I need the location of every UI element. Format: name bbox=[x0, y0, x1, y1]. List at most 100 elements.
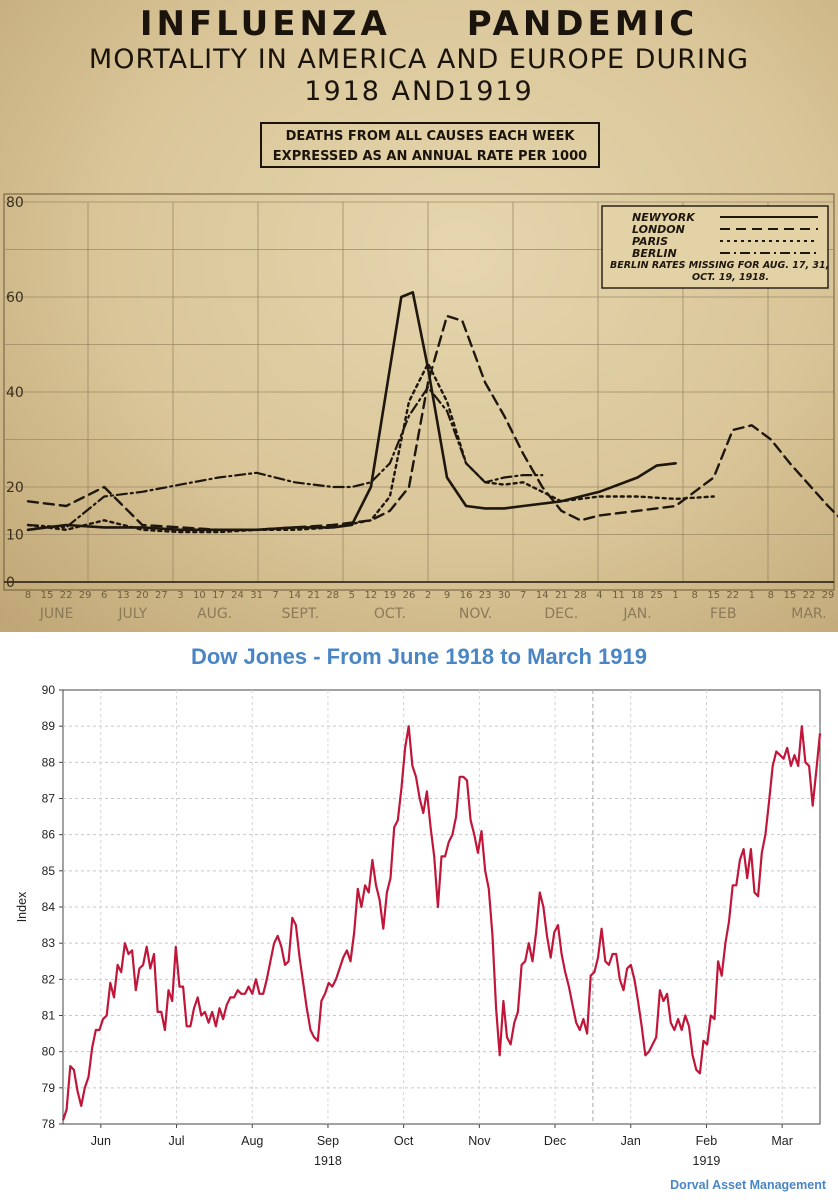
historical-mortality-chart-panel: INFLUENZA PANDEMIC MORTALITY IN AMERICA … bbox=[0, 0, 838, 632]
week-tick-label: 14 bbox=[536, 590, 549, 601]
top-title-line3: 1918 AND1919 bbox=[304, 76, 534, 107]
y-tick-label: 86 bbox=[42, 828, 56, 842]
month-label: JUNE bbox=[39, 606, 74, 622]
week-tick-label: 3 bbox=[177, 590, 183, 601]
year-label: 1919 bbox=[693, 1154, 721, 1168]
week-tick-label: 21 bbox=[555, 590, 568, 601]
week-tick-label: 27 bbox=[155, 590, 168, 601]
y-tick-label: 80 bbox=[6, 195, 24, 211]
week-tick-label: 20 bbox=[136, 590, 149, 601]
week-tick-label: 17 bbox=[212, 590, 225, 601]
series-line-london bbox=[26, 314, 838, 531]
week-tick-label: 24 bbox=[231, 590, 244, 601]
week-tick-label: 31 bbox=[250, 590, 263, 601]
y-tick-label: 85 bbox=[42, 864, 56, 878]
week-tick-label: 13 bbox=[117, 590, 130, 601]
week-tick-label: 8 bbox=[25, 590, 31, 601]
week-tick-label: 15 bbox=[707, 590, 720, 601]
month-label: SEPT. bbox=[282, 606, 320, 622]
dow-index-line bbox=[61, 725, 822, 1121]
y-tick-label: 79 bbox=[42, 1081, 56, 1095]
x-tick-label: Feb bbox=[696, 1134, 718, 1148]
week-tick-label: 18 bbox=[631, 590, 644, 601]
month-label: FEB bbox=[710, 606, 737, 622]
week-tick-label: 4 bbox=[596, 590, 602, 601]
x-tick-label: Oct bbox=[394, 1134, 414, 1148]
week-tick-label: 6 bbox=[101, 590, 107, 601]
source-credit: Dorval Asset Management bbox=[670, 1178, 826, 1192]
series-line-berlin bbox=[26, 386, 544, 529]
week-tick-label: 22 bbox=[726, 590, 739, 601]
week-tick-label: 25 bbox=[650, 590, 663, 601]
y-tick-label: 60 bbox=[6, 290, 24, 306]
y-tick-label: 20 bbox=[6, 480, 24, 496]
y-tick-label: 10 bbox=[6, 528, 24, 544]
y-tick-label: 81 bbox=[42, 1009, 56, 1023]
week-tick-label: 15 bbox=[784, 590, 797, 601]
week-tick-label: 11 bbox=[612, 590, 625, 601]
week-tick-label: 14 bbox=[288, 590, 301, 601]
month-label: JULY bbox=[117, 606, 147, 622]
dow-jones-line-chart: 78 79 80 81 82 83 84 85 86 87 88 89 90 Jun Jul Aug Sep Oc… bbox=[15, 683, 822, 1168]
month-label: DEC. bbox=[544, 606, 578, 622]
y-tick-label: 0 bbox=[6, 575, 15, 591]
week-tick-label: 12 bbox=[364, 590, 377, 601]
week-tick-label: 1 bbox=[749, 590, 755, 601]
week-tick-label: 22 bbox=[803, 590, 816, 601]
rate-note-box: DEATHS FROM ALL CAUSES EACH WEEK EXPRESS… bbox=[260, 122, 600, 168]
week-tick-label: 22 bbox=[60, 590, 73, 601]
week-tick-label: 7 bbox=[520, 590, 526, 601]
x-tick-label: Mar bbox=[771, 1134, 793, 1148]
week-tick-label: 5 bbox=[349, 590, 355, 601]
legend-label: PARIS bbox=[632, 235, 668, 248]
week-tick-label: 8 bbox=[768, 590, 774, 601]
week-tick-label: 23 bbox=[479, 590, 492, 601]
legend-label: NEWYORK bbox=[632, 211, 696, 224]
y-tick-label: 40 bbox=[6, 385, 24, 401]
y-tick-label: 78 bbox=[42, 1117, 56, 1131]
week-tick-label: 10 bbox=[193, 590, 206, 601]
month-label: MAR. bbox=[791, 606, 826, 622]
week-tick-label: 1 bbox=[672, 590, 678, 601]
y-axis-label: Index bbox=[15, 891, 29, 922]
x-tick-label: Jul bbox=[169, 1134, 185, 1148]
year-label: 1918 bbox=[314, 1154, 342, 1168]
y-tick-label: 87 bbox=[42, 792, 56, 806]
month-label: JAN. bbox=[622, 606, 651, 622]
top-title-line1: INFLUENZA PANDEMIC bbox=[139, 4, 699, 44]
dow-chart-title: Dow Jones - From June 1918 to March 1919 bbox=[190, 644, 648, 669]
week-tick-label: 7 bbox=[272, 590, 278, 601]
month-label: OCT. bbox=[374, 606, 406, 622]
x-tick-label: Jan bbox=[621, 1134, 641, 1148]
legend-label: LONDON bbox=[632, 223, 685, 236]
week-tick-label: 21 bbox=[307, 590, 320, 601]
legend-footnote-line1: BERLIN RATES MISSING FOR AUG. 17, 31, bbox=[610, 260, 829, 271]
week-tick-label: 15 bbox=[41, 590, 54, 601]
y-tick-label: 80 bbox=[42, 1045, 56, 1059]
week-tick-label: 28 bbox=[574, 590, 587, 601]
week-tick-label: 30 bbox=[498, 590, 511, 601]
rate-note-line1: DEATHS FROM ALL CAUSES EACH WEEK bbox=[285, 129, 575, 144]
y-tick-label: 83 bbox=[42, 936, 56, 950]
legend-footnote-line2: OCT. 19, 1918. bbox=[692, 272, 769, 283]
series-line-paris bbox=[26, 362, 715, 534]
x-tick-label: Dec bbox=[544, 1134, 566, 1148]
week-tick-label: 29 bbox=[79, 590, 92, 601]
y-tick-label: 88 bbox=[42, 755, 56, 769]
y-tick-label: 89 bbox=[42, 719, 56, 733]
y-tick-label: 90 bbox=[42, 683, 56, 697]
week-tick-label: 16 bbox=[460, 590, 473, 601]
week-tick-label: 26 bbox=[403, 590, 416, 601]
week-tick-label: 2 bbox=[425, 590, 431, 601]
week-tick-label: 8 bbox=[691, 590, 697, 601]
legend-label: BERLIN bbox=[632, 247, 677, 260]
x-tick-label: Jun bbox=[91, 1134, 111, 1148]
week-tick-label: 28 bbox=[326, 590, 339, 601]
month-label: AUG. bbox=[197, 606, 232, 622]
x-tick-label: Aug bbox=[241, 1134, 263, 1148]
top-title-line2: MORTALITY IN AMERICA AND EUROPE DURING bbox=[88, 44, 750, 75]
week-tick-label: 29 bbox=[822, 590, 835, 601]
week-tick-label: 19 bbox=[384, 590, 397, 601]
x-tick-label: Sep bbox=[317, 1134, 339, 1148]
